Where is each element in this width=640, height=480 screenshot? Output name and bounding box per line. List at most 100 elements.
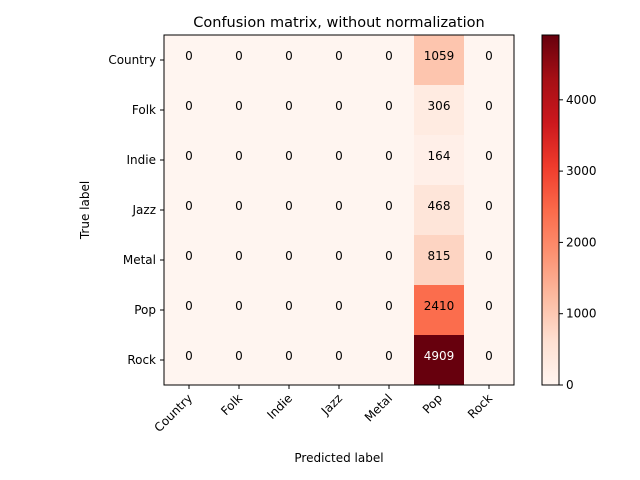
heatmap-cell-labels: 0 0 0 0 0 1059 0 0 0 0 0 0 306 0 0 0 0 0 0 164 0 0 0 0 0 0 468 0 0 0 0… — [185, 49, 493, 363]
cell-value-label: 0 — [185, 199, 193, 213]
cell-value-label: 0 — [485, 299, 493, 313]
chart-title: Confusion matrix, without normalization — [193, 15, 484, 31]
cell-value-label: 0 — [335, 249, 343, 263]
cell-value-label: 0 — [335, 99, 343, 113]
cell-value-label: 0 — [385, 349, 393, 363]
heatmap-cell — [164, 35, 215, 86]
y-tick-label: Metal — [123, 253, 156, 267]
heatmap-cell — [214, 185, 265, 236]
cell-value-label: 0 — [485, 49, 493, 63]
colorbar — [541, 34, 560, 386]
x-axis-label: Predicted label — [294, 451, 383, 465]
colorbar-tick-label: 2000 — [566, 235, 597, 249]
cell-value-label: 0 — [385, 249, 393, 263]
cell-value-label: 0 — [285, 99, 293, 113]
heatmap-cell — [314, 135, 365, 186]
colorbar-tick-label: 3000 — [566, 164, 597, 178]
heatmap-cell — [464, 135, 515, 186]
heatmap-cell — [314, 335, 365, 386]
heatmap-cell — [164, 285, 215, 336]
cell-value-label: 0 — [485, 349, 493, 363]
cell-value-label: 468 — [428, 199, 451, 213]
cell-value-label: 0 — [185, 149, 193, 163]
heatmap-cell — [314, 285, 365, 336]
heatmap-cell — [264, 285, 315, 336]
cell-value-label: 0 — [235, 249, 243, 263]
cell-value-label: 4909 — [424, 349, 455, 363]
cell-value-label: 306 — [428, 99, 451, 113]
cell-value-label: 0 — [285, 149, 293, 163]
colorbar-tick-label: 1000 — [566, 307, 597, 321]
heatmap-cell — [164, 85, 215, 136]
cell-value-label: 0 — [335, 199, 343, 213]
cell-value-label: 2410 — [424, 299, 455, 313]
heatmap-cell — [364, 35, 415, 86]
x-tick-label: Indie — [264, 391, 295, 422]
heatmap-cell — [414, 85, 465, 136]
heatmap-cell — [364, 85, 415, 136]
heatmap-cell — [414, 335, 465, 386]
heatmap-cell — [414, 235, 465, 286]
heatmap-cell — [214, 335, 265, 386]
heatmap-cell — [264, 85, 315, 136]
heatmap-cell — [314, 235, 365, 286]
heatmap-cell — [314, 185, 365, 236]
y-axis-label: True label — [78, 181, 92, 240]
heatmap-cell — [214, 285, 265, 336]
x-tick-label: Pop — [420, 391, 445, 416]
x-tick-label: Country — [152, 391, 196, 435]
heatmap-cell — [164, 235, 215, 286]
cell-value-label: 0 — [285, 49, 293, 63]
x-tick-label: Jazz — [318, 391, 345, 418]
cell-value-label: 0 — [185, 249, 193, 263]
heatmap-cell — [414, 135, 465, 186]
heatmap-cell — [264, 135, 315, 186]
heatmap-cell — [214, 235, 265, 286]
cell-value-label: 0 — [285, 349, 293, 363]
cell-value-label: 0 — [485, 99, 493, 113]
heatmap-cell — [464, 185, 515, 236]
cell-value-label: 0 — [185, 49, 193, 63]
x-tick-label: Metal — [362, 391, 395, 424]
cell-value-label: 0 — [335, 149, 343, 163]
heatmap-cell — [264, 235, 315, 286]
heatmap-cell — [264, 335, 315, 386]
y-axis-ticks: Country Folk Indie Jazz Metal Pop Rock — [108, 53, 164, 367]
heatmap-cell — [464, 35, 515, 86]
x-tick-label: Rock — [465, 391, 495, 421]
y-tick-label: Country — [108, 53, 156, 67]
heatmap-cell — [364, 135, 415, 186]
cell-value-label: 0 — [235, 99, 243, 113]
cell-value-label: 0 — [235, 149, 243, 163]
x-axis-ticks: Country Folk Indie Jazz Metal Pop Rock — [152, 385, 495, 435]
heatmap-cell — [464, 85, 515, 136]
heatmap-cell — [314, 85, 365, 136]
heatmap-cell — [164, 135, 215, 186]
cell-value-label: 0 — [485, 199, 493, 213]
x-tick-label: Folk — [218, 391, 245, 418]
heatmap-cell — [164, 335, 215, 386]
cell-value-label: 0 — [335, 299, 343, 313]
cell-value-label: 0 — [185, 299, 193, 313]
cell-value-label: 0 — [235, 199, 243, 213]
cell-value-label: 0 — [285, 299, 293, 313]
y-tick-label: Pop — [134, 303, 156, 317]
cell-value-label: 0 — [185, 349, 193, 363]
heatmap-cell — [164, 185, 215, 236]
cell-value-label: 0 — [385, 49, 393, 63]
heatmap-cell — [364, 185, 415, 236]
cell-value-label: 0 — [285, 199, 293, 213]
heatmap-cell — [414, 285, 465, 336]
heatmap-cells — [164, 35, 515, 386]
heatmap-cell — [464, 335, 515, 386]
cell-value-label: 0 — [335, 49, 343, 63]
heatmap-cell — [464, 235, 515, 286]
heatmap-cell — [314, 35, 365, 86]
cell-value-label: 0 — [485, 149, 493, 163]
heatmap-cell — [414, 35, 465, 86]
cell-value-label: 815 — [428, 249, 451, 263]
heatmap-cell — [364, 235, 415, 286]
y-tick-label: Indie — [127, 153, 156, 167]
cell-value-label: 0 — [335, 349, 343, 363]
